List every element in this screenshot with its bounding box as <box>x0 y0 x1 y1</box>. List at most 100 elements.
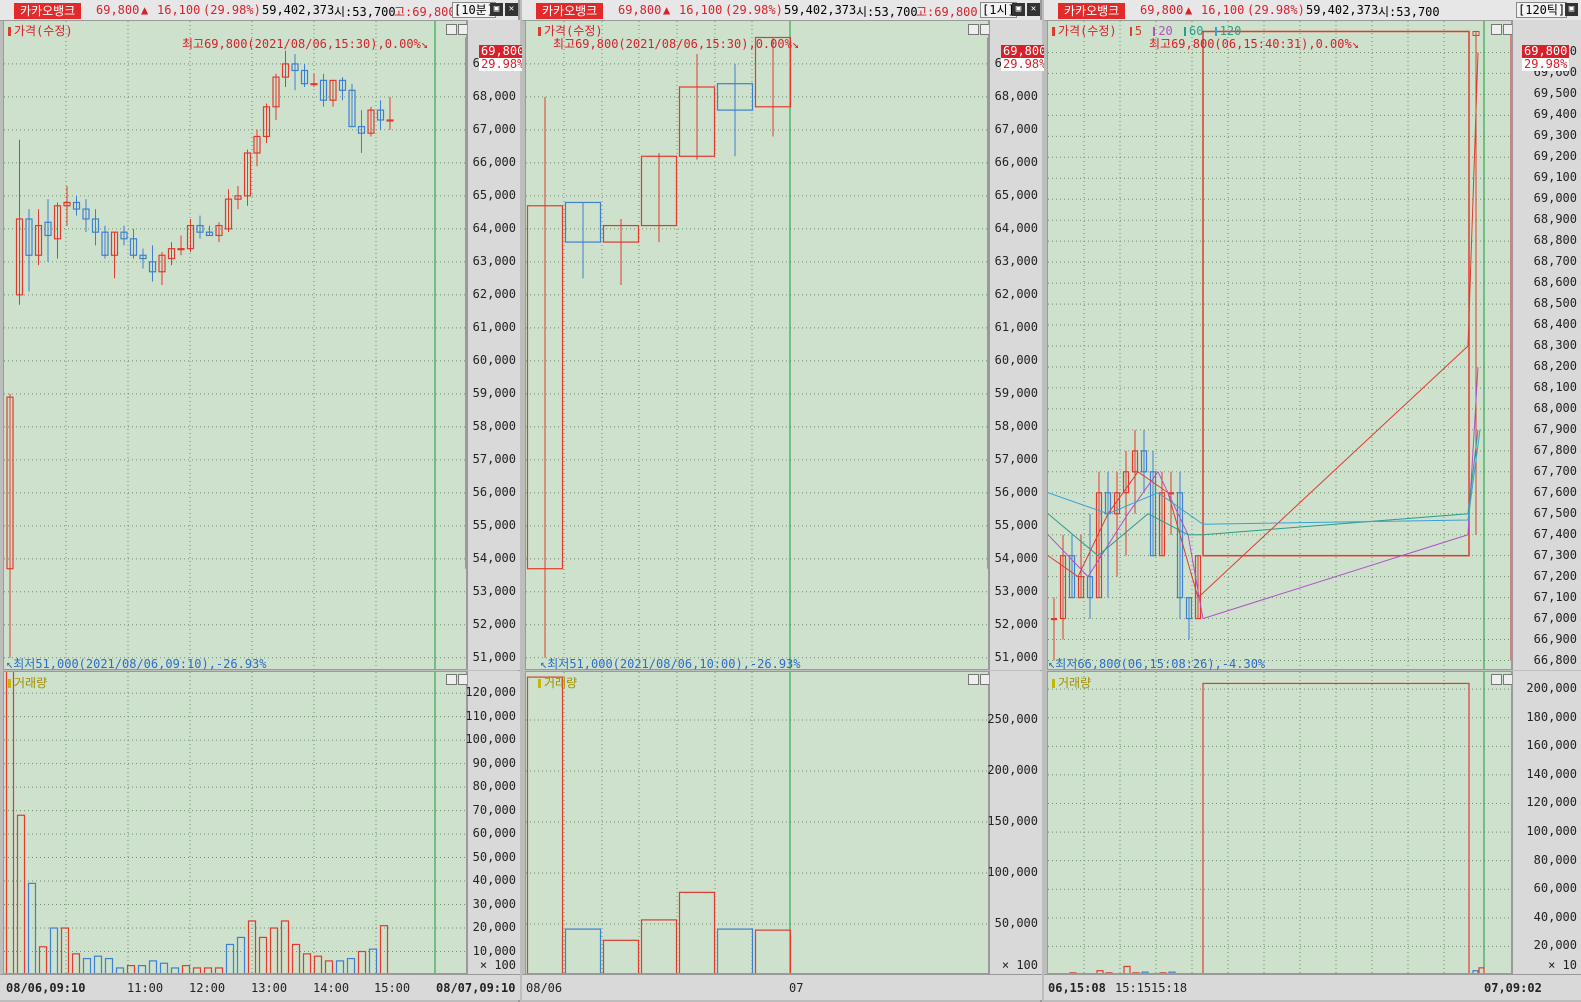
candle-body <box>1472 30 1480 36</box>
current-price: 69,800 <box>618 3 662 17</box>
timeframe-button[interactable]: [1시] <box>980 2 1017 18</box>
axis-tick-label: 67,400 <box>1533 526 1577 541</box>
time-axis-label: 08/06,09:10 <box>6 981 86 995</box>
axis-tick-label: 69,000 <box>1533 191 1577 206</box>
axis-tick-label: 69,500 <box>1533 86 1577 101</box>
candle-body <box>1113 492 1121 515</box>
volume-axis[interactable]: 250,000 200,000 150,000 100,000 50,000 × 100 <box>987 671 1042 974</box>
panel-minimize-icon[interactable] <box>446 24 457 35</box>
candle-body <box>1095 492 1103 599</box>
time-axis-label: 08/06 <box>526 981 563 995</box>
high-price: 고:69,800 <box>916 5 978 19</box>
volume-bar <box>754 929 792 973</box>
price-change: 16,100 <box>1201 3 1245 17</box>
volume-bar <box>49 927 59 973</box>
candle-body <box>120 231 128 240</box>
timeframe-button[interactable]: [10분] <box>452 2 496 18</box>
close-icon[interactable]: ✕ <box>1027 3 1040 16</box>
high-price-note: 최고69,800(2021/08/06,15:30),0.00%↘ <box>182 37 429 51</box>
axis-tick-label: 58,000 <box>994 418 1038 433</box>
high-price-note: 최고69,800(2021/08/06,15:30),0.00%↘ <box>553 37 800 51</box>
timeframe-button[interactable]: [120틱] <box>1516 2 1568 18</box>
axis-tick-label: 52,000 <box>472 616 516 631</box>
stock-name-tab[interactable]: 카카오뱅크 <box>14 3 82 19</box>
low-marker-arrow-icon: ↖ <box>6 657 14 671</box>
trade-volume: 59,402,373 <box>1306 3 1379 17</box>
axis-tick-label: 51,000 <box>994 649 1038 664</box>
axis-tick-label: 140,000 <box>1526 766 1577 781</box>
volume-bar <box>159 962 169 973</box>
price-plot[interactable] <box>525 20 989 670</box>
volume-bar <box>302 953 312 973</box>
price-axis[interactable]: 69,00068,00067,00066,00065,00064,00063,0… <box>467 20 520 670</box>
price-change-pct: (29.98%) <box>725 3 783 17</box>
candle-body <box>243 152 252 197</box>
low-marker-arrow-icon: ↖ <box>540 657 548 671</box>
axis-tick-label: 66,000 <box>472 154 516 169</box>
axis-tick-label: 67,000 <box>994 121 1038 136</box>
moving-average-line <box>1048 429 1481 525</box>
stock-name-tab[interactable]: 카카오뱅크 <box>1058 3 1126 19</box>
candle-body <box>1149 471 1157 557</box>
time-axis[interactable]: 06,15:08 15:15 15:18 07,09:02 <box>1044 974 1581 1000</box>
close-icon[interactable]: ✕ <box>505 3 518 16</box>
price-candles <box>4 21 466 669</box>
axis-tick-label: 40,000 <box>472 873 516 888</box>
volume-minimize-icon[interactable] <box>968 674 979 685</box>
candle-body <box>319 79 328 101</box>
volume-axis[interactable]: 200,000 180,000 160,000 140,000 120,000 100,0… <box>1512 671 1581 974</box>
candle-body <box>1131 450 1139 473</box>
price-plot[interactable] <box>3 20 467 670</box>
candle-body <box>253 135 261 154</box>
candle-body <box>526 205 564 570</box>
volume-plot[interactable] <box>3 671 467 974</box>
current-pct-tag: 29.98% <box>479 57 527 71</box>
volume-bar <box>38 946 48 973</box>
volume-bar <box>1202 682 1470 973</box>
maximize-icon[interactable]: ▣ <box>490 3 503 16</box>
candle-body <box>44 221 52 237</box>
axis-tick-label: 68,100 <box>1533 379 1577 394</box>
candle-body <box>262 106 271 138</box>
axis-tick-label: 51,000 <box>472 649 516 664</box>
volume-minimize-icon[interactable] <box>446 674 457 685</box>
axis-tick-label: 100,000 <box>987 864 1038 879</box>
candle-body <box>272 76 280 108</box>
candle-body <box>205 231 214 237</box>
candle-body <box>1059 555 1067 620</box>
panel-minimize-icon[interactable] <box>1491 24 1502 35</box>
volume-bar <box>1472 970 1479 973</box>
axis-tick-label: 68,000 <box>1533 400 1577 415</box>
candle-body <box>224 198 233 230</box>
low-price-note: ↖최저51,000(2021/08/06,09:10),-26.93% <box>6 657 267 671</box>
axis-tick-label: 250,000 <box>987 711 1038 726</box>
price-axis[interactable]: 69,00068,00067,00066,00065,00064,00063,0… <box>989 20 1042 670</box>
candle-body <box>234 195 242 200</box>
candle-body <box>148 261 157 273</box>
maximize-icon[interactable]: ▣ <box>1565 3 1578 16</box>
price-plot[interactable] <box>1047 20 1512 670</box>
volume-bar <box>247 920 257 973</box>
maximize-icon[interactable]: ▣ <box>1012 3 1025 16</box>
axis-tick-label: 100,000 <box>465 732 516 747</box>
volume-plot[interactable] <box>525 671 989 974</box>
panel-minimize-icon[interactable] <box>968 24 979 35</box>
time-axis[interactable]: 08/06 07 <box>522 974 1042 1000</box>
volume-bar <box>602 939 640 973</box>
volume-plot[interactable] <box>1047 671 1512 974</box>
axis-tick-label: 57,000 <box>472 451 516 466</box>
candle-body <box>291 63 299 72</box>
volume-bars <box>1048 672 1511 973</box>
axis-tick-label: 55,000 <box>994 517 1038 532</box>
volume-minimize-icon[interactable] <box>1491 674 1502 685</box>
stock-name-tab[interactable]: 카카오뱅크 <box>536 3 604 19</box>
time-axis[interactable]: 08/06,09:10 11:00 12:00 13:00 14:00 15:0… <box>0 974 520 1000</box>
chart-panel-1hour: 카카오뱅크 69,800 ▲ 16,100 (29.98%) 59,402,37… <box>522 0 1049 1002</box>
moving-average-line <box>1048 52 1479 599</box>
price-axis[interactable]: 69,70069,60069,50069,40069,30069,20069,1… <box>1512 20 1581 670</box>
axis-tick-label: 10,000 <box>472 943 516 958</box>
volume-axis[interactable]: 120,000 110,000 100,000 90,000 80,000 70,000 6… <box>465 671 520 974</box>
panel-header: 카카오뱅크 69,800 ▲ 16,100 (29.98%) 59,402,37… <box>522 0 1040 21</box>
volume-bar <box>1105 972 1113 973</box>
axis-tick-label: 20,000 <box>472 920 516 935</box>
